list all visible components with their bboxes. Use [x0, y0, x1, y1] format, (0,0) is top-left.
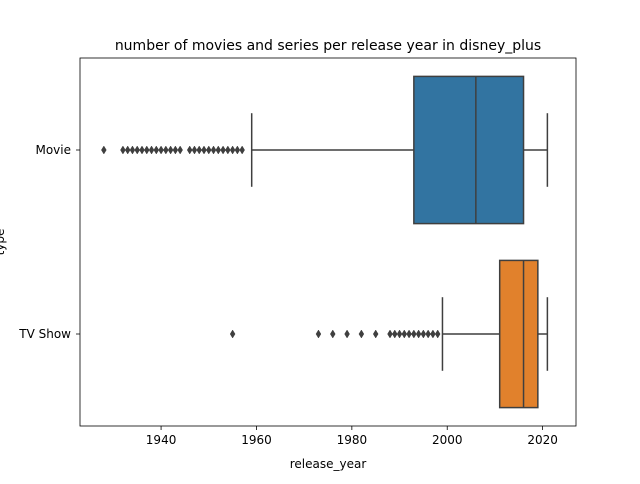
plot-area: [101, 75, 549, 409]
outlier-point: [396, 329, 403, 339]
outlier-point: [206, 145, 212, 155]
outlier-point: [196, 145, 202, 155]
outlier-point: [401, 329, 408, 339]
outlier-point: [186, 145, 193, 155]
outlier-point: [330, 329, 336, 339]
outlier-point: [415, 329, 422, 339]
outlier-point: [430, 329, 436, 339]
box-iqr: [413, 75, 525, 225]
outlier-point: [229, 329, 236, 339]
outlier-point: [315, 329, 322, 339]
outlier-point: [225, 145, 231, 155]
x-tick-label: 2020: [527, 433, 558, 447]
y-tick-label: Movie: [35, 143, 71, 157]
box-group-tv-show: [229, 259, 549, 409]
outlier-point: [420, 329, 427, 339]
outlier-point: [201, 145, 207, 155]
outlier-point: [172, 145, 179, 155]
outlier-point: [191, 145, 198, 155]
outlier-point: [158, 145, 164, 155]
outlier-point: [153, 145, 160, 155]
outlier-point: [163, 145, 169, 155]
outlier-point: [148, 145, 155, 155]
outlier-point: [124, 145, 131, 155]
outlier-point: [167, 145, 174, 155]
outlier-point: [177, 145, 183, 155]
outlier-point: [372, 329, 379, 339]
outlier-point: [101, 145, 107, 155]
outlier-point: [344, 329, 350, 339]
x-axis-label: release_year: [290, 457, 367, 471]
chart-title: number of movies and series per release …: [115, 38, 541, 54]
outlier-point: [425, 329, 431, 339]
box-group-movie: [101, 75, 549, 225]
outlier-point: [215, 145, 222, 155]
outlier-point: [220, 145, 226, 155]
x-tick-label: 1980: [337, 433, 368, 447]
outlier-point: [239, 145, 245, 155]
x-tick-label: 1960: [241, 433, 272, 447]
outlier-point: [120, 145, 126, 155]
outlier-point: [234, 145, 241, 155]
x-tick-label: 2000: [432, 433, 463, 447]
outlier-point: [129, 145, 136, 155]
box-iqr: [498, 259, 539, 409]
axes-frame: [79, 57, 577, 427]
outlier-point: [411, 329, 417, 339]
outlier-point: [144, 145, 150, 155]
outlier-point: [139, 145, 145, 155]
y-tick-label: TV Show: [18, 327, 71, 341]
outlier-point: [406, 329, 412, 339]
outlier-point: [392, 329, 398, 339]
outlier-point: [210, 145, 217, 155]
outlier-point: [229, 145, 236, 155]
outlier-point: [387, 329, 393, 339]
y-axis-label: type: [0, 229, 7, 256]
outlier-point: [434, 329, 441, 339]
outlier-point: [134, 145, 140, 155]
x-tick-label: 1940: [146, 433, 177, 447]
outlier-point: [358, 329, 365, 339]
